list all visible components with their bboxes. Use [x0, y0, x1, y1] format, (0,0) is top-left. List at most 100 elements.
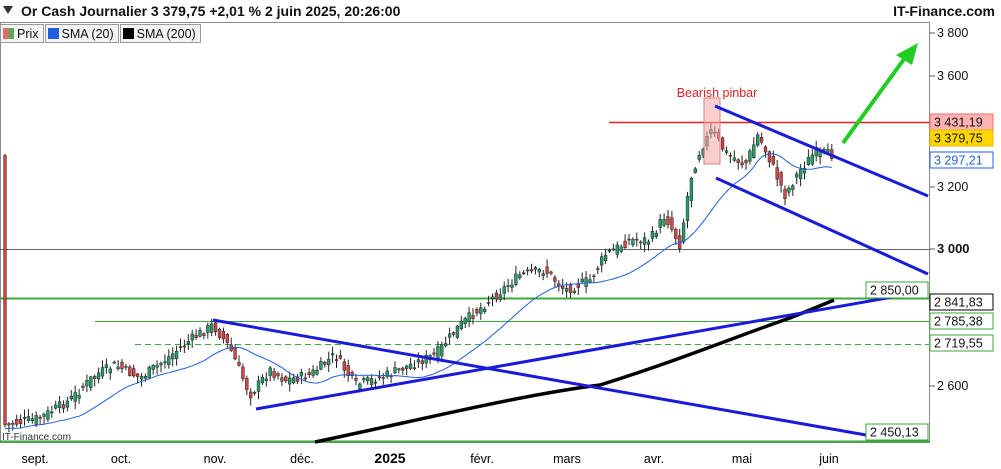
x-tick-label: 2025 — [374, 450, 405, 466]
candle — [369, 378, 374, 385]
x-tick-label: juin — [818, 452, 839, 466]
candle — [381, 377, 385, 379]
brand-name[interactable]: IT-Finance.com — [893, 3, 995, 19]
candle — [623, 240, 627, 248]
candle — [471, 315, 475, 319]
candle — [401, 367, 405, 371]
candle — [327, 359, 331, 366]
candle — [249, 391, 253, 399]
candle — [178, 346, 183, 348]
candle — [89, 376, 93, 388]
candle — [787, 187, 791, 193]
candles — [3, 123, 834, 433]
candle — [635, 238, 639, 241]
channel-bottom-line — [715, 176, 929, 276]
x-tick-label: nov. — [204, 452, 227, 466]
candle — [112, 361, 116, 364]
candle — [405, 365, 409, 369]
candle — [174, 350, 179, 359]
candle — [654, 232, 658, 237]
candle — [69, 396, 73, 400]
candle — [50, 411, 54, 414]
y-tick-label: 2 600 — [937, 379, 968, 393]
legend-item-sma200[interactable]: SMA (200) — [119, 24, 201, 43]
candle — [639, 241, 643, 244]
candle — [615, 244, 619, 255]
candle — [171, 353, 175, 360]
candle — [284, 376, 288, 382]
candle — [377, 376, 382, 379]
candle — [11, 423, 15, 425]
candle — [525, 269, 530, 272]
candle — [650, 230, 655, 239]
candle — [315, 370, 319, 375]
candle — [167, 356, 171, 365]
candle — [662, 218, 666, 226]
candle — [186, 341, 190, 345]
legend-item-price[interactable]: Prix — [0, 24, 44, 43]
candle — [393, 367, 397, 373]
candle — [15, 418, 19, 425]
candle — [631, 239, 635, 246]
candle — [307, 372, 311, 376]
candle — [759, 137, 764, 143]
candle — [93, 375, 97, 379]
sma20-swatch-icon — [47, 28, 59, 39]
price-label-box — [929, 151, 994, 169]
candle — [498, 294, 502, 300]
candle — [693, 168, 697, 173]
candle — [689, 177, 694, 201]
candle — [18, 418, 23, 424]
candle — [752, 144, 756, 158]
candle — [3, 155, 7, 426]
candle — [210, 323, 214, 333]
y-tick-label: 3 200 — [937, 180, 968, 194]
candle — [22, 417, 27, 419]
x-tick-label: mai — [732, 452, 752, 466]
x-tick-label: févr. — [470, 452, 494, 466]
price-swatch-icon — [3, 28, 14, 39]
candle — [502, 286, 506, 294]
candle — [295, 376, 300, 382]
candle — [681, 222, 686, 243]
candle — [194, 334, 198, 338]
candle — [155, 364, 159, 368]
candle — [763, 146, 768, 153]
price-label: 2 785,38 — [934, 315, 983, 329]
candle — [627, 238, 631, 241]
candle — [151, 365, 155, 370]
bullish-arrow-head — [896, 43, 918, 65]
candle — [139, 376, 144, 380]
candle — [46, 410, 50, 420]
candle — [260, 377, 265, 384]
candle — [533, 267, 538, 270]
price-label: 3 297,21 — [934, 154, 983, 168]
candle — [54, 404, 58, 409]
candle — [237, 362, 241, 366]
candle — [190, 333, 194, 341]
menu-triangle-icon[interactable] — [3, 6, 13, 16]
candle — [486, 302, 491, 304]
candle — [30, 418, 34, 422]
candle — [611, 248, 616, 251]
candle — [467, 312, 471, 322]
candle — [463, 317, 467, 324]
candle — [600, 256, 604, 266]
candle — [354, 377, 358, 381]
legend-item-sma20[interactable]: SMA (20) — [44, 24, 119, 43]
candle — [373, 381, 378, 384]
bullish-arrow — [841, 53, 909, 145]
candle — [588, 279, 592, 283]
candle — [674, 228, 678, 239]
chart-header: Or Cash Journalier 3 379,75 +2,01 % 2 ju… — [0, 0, 1001, 22]
price-label: 2 450,13 — [870, 426, 919, 440]
candle — [479, 307, 483, 314]
candle — [506, 285, 510, 287]
legend: Prix SMA (20) SMA (200) — [0, 24, 202, 43]
candle — [537, 269, 541, 273]
price-label-box — [929, 293, 994, 311]
candle — [767, 151, 772, 163]
candle — [221, 331, 226, 340]
candle — [7, 423, 11, 426]
